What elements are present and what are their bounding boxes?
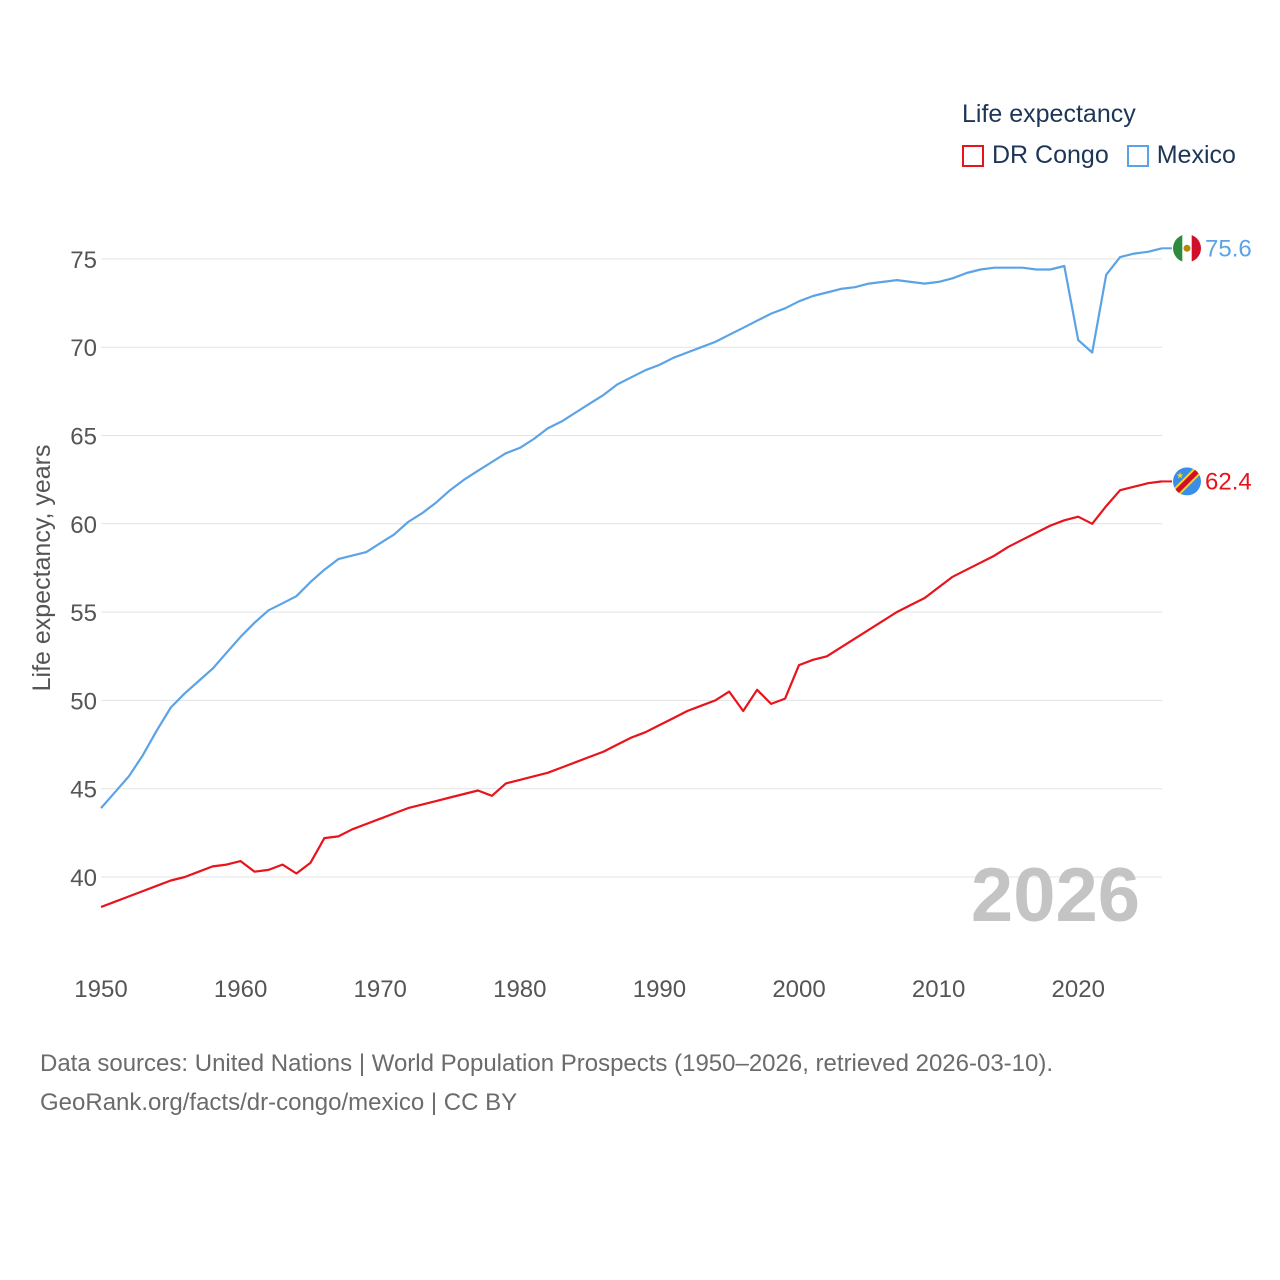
legend-item-dr-congo[interactable]: DR Congo xyxy=(962,141,1109,170)
x-tick-label: 2010 xyxy=(912,976,965,1003)
y-tick-label: 50 xyxy=(70,688,97,715)
x-tick-label: 1980 xyxy=(493,976,546,1003)
footer: Data sources: United Nations | World Pop… xyxy=(40,1044,1053,1122)
x-tick-label: 2020 xyxy=(1052,976,1105,1003)
y-tick-label: 75 xyxy=(70,247,97,274)
series-lines xyxy=(100,247,1163,909)
y-axis-ticks: 40 45 50 55 60 65 70 75 xyxy=(70,247,97,892)
gridlines xyxy=(101,258,1162,878)
legend-label-dr-congo: DR Congo xyxy=(992,141,1109,169)
legend-item-mexico[interactable]: Mexico xyxy=(1126,141,1236,170)
x-tick-label: 1960 xyxy=(214,976,267,1003)
series-line-dr-congo xyxy=(100,480,1163,909)
y-tick-label: 70 xyxy=(70,335,97,362)
y-tick-label: 65 xyxy=(70,424,97,451)
legend-swatch-mexico xyxy=(1126,144,1149,167)
x-tick-label: 1950 xyxy=(74,976,127,1003)
end-labels: 62.4 75.6 xyxy=(1162,235,1252,495)
legend: Life expectancy DR Congo Mexico xyxy=(962,100,1254,170)
mexico-flag-icon xyxy=(1173,234,1201,263)
y-axis-label: Life expectancy, years xyxy=(28,445,56,692)
x-tick-label: 2000 xyxy=(772,976,825,1003)
x-axis-ticks: 1950 1960 1970 1980 1990 2000 2010 2020 xyxy=(74,976,1105,1003)
series-line-mexico xyxy=(100,247,1163,809)
data-sources-text: Data sources: United Nations | World Pop… xyxy=(40,1050,1054,1077)
dr-congo-flag-icon: ★ xyxy=(1173,467,1201,496)
y-tick-label: 45 xyxy=(70,777,97,804)
legend-title: Life expectancy xyxy=(962,100,1136,128)
attribution-link[interactable]: GeoRank.org/facts/dr-congo/mexico | CC B… xyxy=(40,1089,518,1116)
legend-swatch-dr-congo xyxy=(962,144,984,167)
y-tick-label: 40 xyxy=(70,865,97,892)
end-value-label-dr-congo: 62.4 xyxy=(1205,468,1252,495)
end-value-label-mexico: 75.6 xyxy=(1205,235,1252,262)
x-tick-label: 1970 xyxy=(354,976,407,1003)
y-tick-label: 55 xyxy=(70,600,97,627)
current-year-watermark: 2026 xyxy=(970,853,1140,938)
x-tick-label: 1990 xyxy=(633,976,686,1003)
y-tick-label: 60 xyxy=(70,512,97,539)
svg-text:★: ★ xyxy=(1176,470,1184,480)
legend-label-mexico: Mexico xyxy=(1156,141,1236,169)
